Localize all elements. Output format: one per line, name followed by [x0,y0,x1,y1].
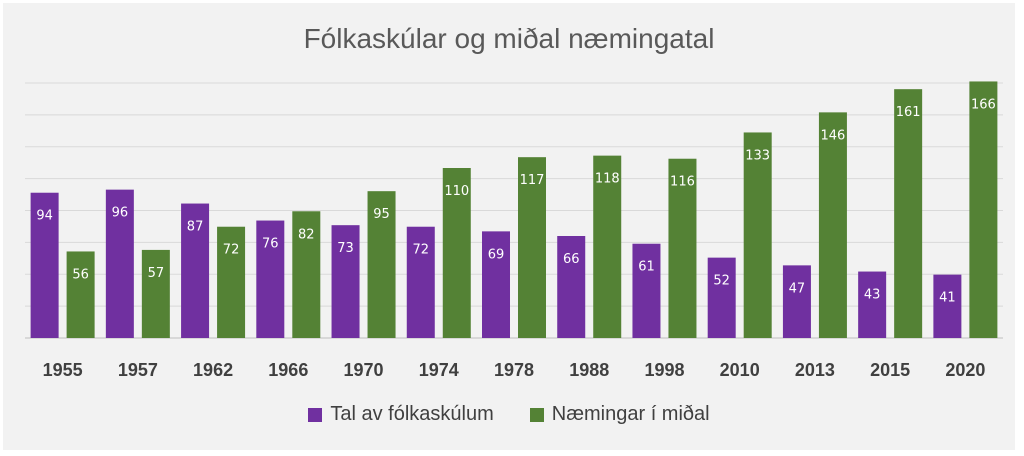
data-label-schools-1955: 94 [36,209,53,224]
data-label-schools-2020: 41 [939,291,956,306]
data-label-pupils-1970: 95 [373,207,390,222]
x-tick-label-1974: 1974 [419,360,459,380]
chart-frame: Fólkaskúlar og miðal næmingatal 94 56 1955… [3,3,1015,450]
bar-pupils-1974 [442,168,471,338]
data-label-pupils-1978: 117 [520,173,545,188]
legend-swatch-schools [308,407,323,422]
data-label-pupils-1966: 82 [298,227,315,242]
data-label-schools-2010: 52 [713,274,730,289]
data-label-schools-1966: 76 [262,237,279,252]
bar-chart: 94 56 1955 96 57 1957 87 72 1962 76 82 1966 73 95 1970… [25,81,1003,380]
legend-label-pupils: Næmingar í miðal [551,403,710,425]
bar-schools-1988 [557,236,586,338]
legend-item-schools: Tal av fólkaskúlum [308,403,494,426]
x-tick-label-1988: 1988 [569,360,609,380]
bar-pupils-1955 [66,251,95,338]
data-label-pupils-1988: 118 [595,172,620,187]
x-tick-label-1998: 1998 [644,360,684,380]
bar-schools-1966 [256,220,285,338]
data-label-schools-1974: 72 [412,243,429,258]
bar-schools-1998 [632,243,661,338]
x-tick-label-1962: 1962 [193,360,233,380]
data-label-schools-1978: 69 [488,247,505,262]
data-label-schools-1970: 73 [337,241,354,256]
bar-pupils-2015 [894,89,923,338]
x-tick-label-1978: 1978 [494,360,534,380]
legend-label-schools: Tal av fólkaskúlum [330,403,494,425]
legend: Tal av fólkaskúlum Næmingar í miðal [3,403,1015,426]
data-label-pupils-2015: 161 [896,105,921,120]
bar-schools-2015 [858,271,887,338]
bar-pupils-1988 [593,155,622,338]
bar-pupils-2020 [969,81,998,339]
x-tick-label-1955: 1955 [43,360,83,380]
data-label-schools-1957: 96 [112,206,129,221]
bar-schools-2020 [933,274,962,338]
data-label-pupils-1955: 56 [72,267,89,282]
legend-swatch-pupils [529,407,544,422]
x-tick-label-1957: 1957 [118,360,158,380]
bar-pupils-2010 [743,132,772,338]
data-label-schools-2013: 47 [789,281,806,296]
chart-title: Fólkaskúlar og miðal næmingatal [303,23,715,54]
data-label-pupils-2020: 166 [971,97,996,112]
bar-pupils-1962 [217,226,246,338]
data-label-pupils-2013: 146 [821,128,846,143]
data-label-schools-1988: 66 [563,252,580,267]
x-tick-label-1966: 1966 [268,360,308,380]
bar-schools-1957 [105,189,134,338]
bar-schools-1970 [331,225,360,338]
bar-pupils-1998 [668,158,697,338]
x-tick-label-1970: 1970 [344,360,384,380]
data-label-pupils-1974: 110 [444,184,469,199]
x-tick-label-2010: 2010 [720,360,760,380]
data-label-pupils-1957: 57 [148,266,165,281]
data-label-pupils-2010: 133 [745,148,770,163]
data-label-pupils-1962: 72 [223,243,240,258]
x-tick-label-2020: 2020 [945,360,985,380]
bar-schools-2010 [707,257,736,338]
x-tick-label-2015: 2015 [870,360,910,380]
bar-pupils-1970 [367,191,396,338]
bar-pupils-1966 [292,211,321,338]
bar-schools-1962 [181,203,210,338]
data-label-schools-1998: 61 [638,260,655,275]
data-label-schools-2015: 43 [864,288,881,303]
bar-pupils-1957 [141,249,170,338]
data-label-pupils-1998: 116 [670,175,695,190]
bar-schools-1974 [406,226,435,338]
bar-schools-2013 [782,265,811,338]
bar-pupils-2013 [818,112,847,338]
x-tick-label-2013: 2013 [795,360,835,380]
legend-item-pupils: Næmingar í miðal [529,403,710,426]
bar-schools-1978 [482,231,510,338]
data-label-schools-1962: 87 [187,220,204,235]
bar-pupils-1978 [518,157,546,338]
bar-schools-1955 [30,192,59,338]
